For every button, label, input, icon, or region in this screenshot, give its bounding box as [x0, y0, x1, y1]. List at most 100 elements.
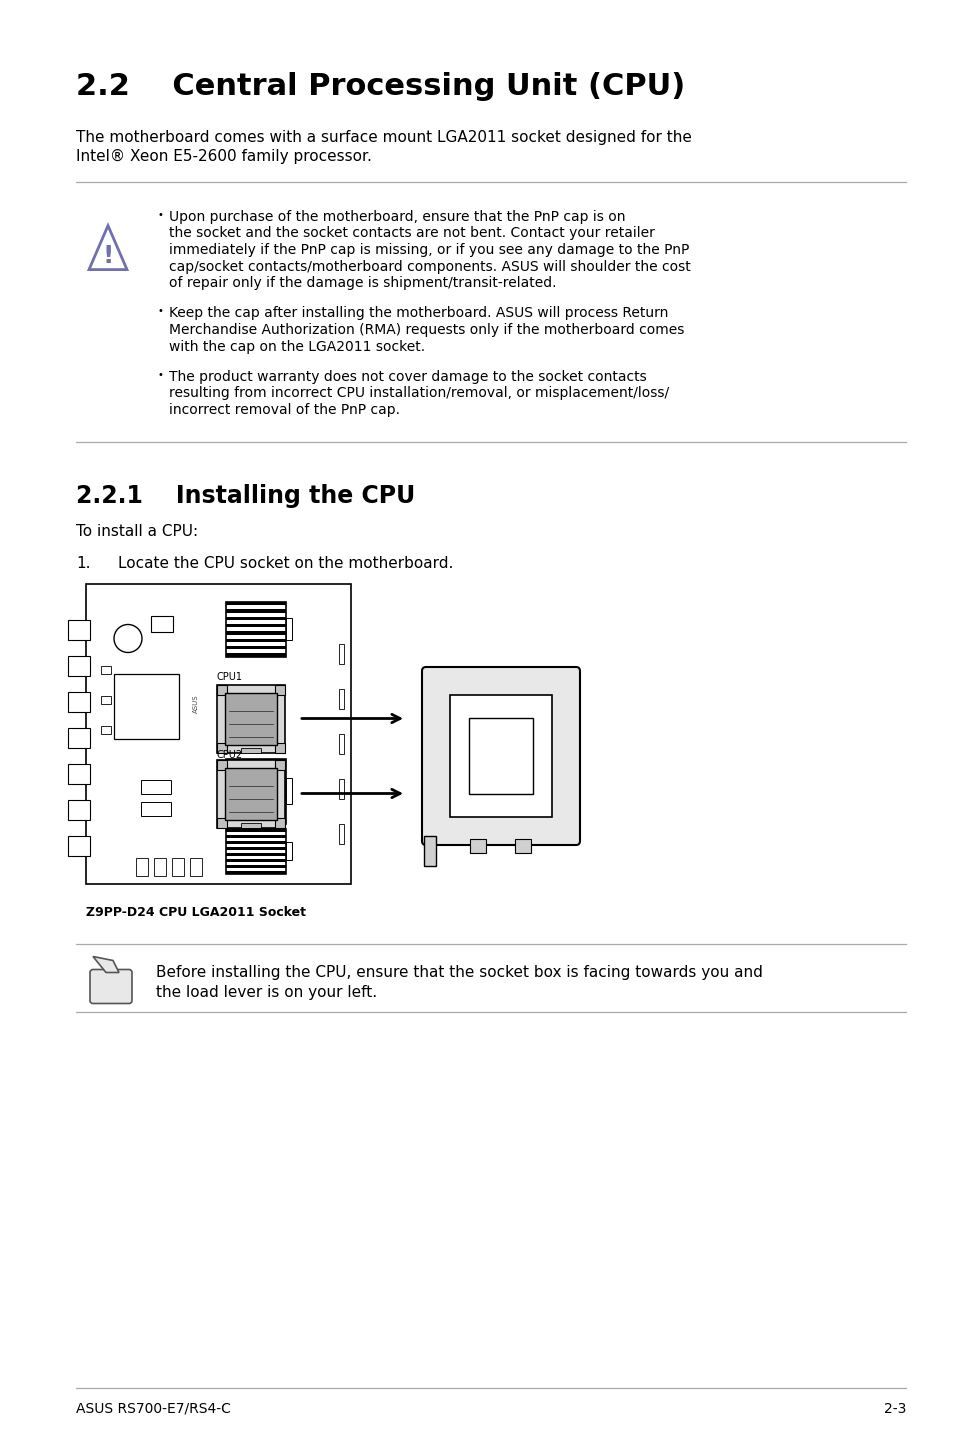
Text: Intel® Xeon E5-2600 family processor.: Intel® Xeon E5-2600 family processor.: [76, 150, 372, 164]
Bar: [68, 620, 90, 640]
Bar: [68, 728, 90, 748]
Bar: [226, 828, 286, 873]
Text: CPU1: CPU1: [216, 673, 243, 683]
Bar: [274, 742, 285, 752]
Bar: [225, 693, 276, 745]
Bar: [225, 768, 276, 820]
Circle shape: [471, 722, 482, 733]
Text: The product warranty does not cover damage to the socket contacts: The product warranty does not cover dama…: [169, 370, 646, 384]
Circle shape: [513, 772, 537, 797]
Bar: [226, 638, 286, 641]
Bar: [68, 835, 90, 856]
Bar: [226, 820, 286, 824]
Bar: [113, 673, 179, 739]
Bar: [226, 871, 286, 873]
Bar: [226, 858, 286, 861]
Bar: [226, 802, 286, 807]
Bar: [153, 857, 166, 876]
Bar: [101, 726, 111, 733]
Bar: [216, 759, 285, 827]
Bar: [226, 624, 286, 627]
Text: •: •: [158, 306, 164, 316]
Bar: [226, 835, 286, 837]
Bar: [226, 853, 286, 856]
Bar: [68, 656, 90, 676]
Polygon shape: [92, 956, 119, 972]
Bar: [515, 838, 531, 853]
Bar: [338, 689, 344, 709]
Text: •: •: [158, 370, 164, 380]
Bar: [226, 631, 286, 634]
Bar: [226, 794, 286, 798]
Bar: [338, 643, 344, 663]
Text: !: !: [102, 244, 113, 267]
Text: with the cap on the LGA2011 socket.: with the cap on the LGA2011 socket.: [169, 339, 425, 354]
Text: incorrect removal of the PnP cap.: incorrect removal of the PnP cap.: [169, 403, 399, 417]
Circle shape: [464, 772, 489, 797]
Bar: [470, 838, 486, 853]
Text: •: •: [158, 210, 164, 220]
Bar: [226, 777, 286, 781]
Text: Z9PP-D24 CPU LGA2011 Socket: Z9PP-D24 CPU LGA2011 Socket: [86, 906, 306, 919]
Bar: [216, 684, 285, 752]
Text: Before installing the CPU, ensure that the socket box is facing towards you and: Before installing the CPU, ensure that t…: [156, 965, 762, 981]
Text: cap/socket contacts/motherboard components. ASUS will shoulder the cost: cap/socket contacts/motherboard componen…: [169, 259, 690, 273]
Bar: [216, 759, 227, 769]
Bar: [190, 857, 202, 876]
Bar: [136, 857, 148, 876]
Circle shape: [513, 716, 537, 739]
Bar: [216, 684, 227, 695]
Bar: [241, 823, 261, 827]
Bar: [274, 684, 285, 695]
Bar: [226, 768, 286, 772]
Bar: [241, 748, 261, 752]
Text: CPU2: CPU2: [216, 749, 243, 759]
Bar: [226, 646, 286, 649]
Bar: [274, 759, 285, 769]
Text: To install a CPU:: To install a CPU:: [76, 523, 198, 538]
Bar: [101, 696, 111, 703]
Bar: [286, 843, 292, 860]
Bar: [226, 864, 286, 867]
Text: ASUS: ASUS: [193, 695, 199, 713]
Bar: [469, 718, 532, 794]
Text: the load lever is on your left.: the load lever is on your left.: [156, 985, 376, 1001]
Circle shape: [518, 778, 531, 791]
FancyBboxPatch shape: [421, 667, 579, 846]
Bar: [338, 778, 344, 798]
Bar: [423, 835, 436, 866]
Bar: [68, 800, 90, 820]
Text: of repair only if the damage is shipment/transit-related.: of repair only if the damage is shipment…: [169, 276, 556, 290]
Bar: [216, 817, 227, 827]
Circle shape: [471, 778, 482, 791]
Bar: [226, 601, 286, 657]
Bar: [226, 828, 286, 831]
Bar: [141, 801, 171, 815]
Text: ASUS RS700-E7/RS4-C: ASUS RS700-E7/RS4-C: [76, 1402, 231, 1416]
Bar: [226, 785, 286, 789]
Text: Upon purchase of the motherboard, ensure that the PnP cap is on: Upon purchase of the motherboard, ensure…: [169, 210, 625, 224]
Text: 2.2.1    Installing the CPU: 2.2.1 Installing the CPU: [76, 483, 415, 508]
Bar: [274, 817, 285, 827]
Bar: [141, 779, 171, 794]
Bar: [226, 610, 286, 613]
Text: the socket and the socket contacts are not bent. Contact your retailer: the socket and the socket contacts are n…: [169, 227, 654, 240]
Circle shape: [464, 716, 489, 739]
Bar: [68, 692, 90, 712]
Text: Keep the cap after installing the motherboard. ASUS will process Return: Keep the cap after installing the mother…: [169, 306, 668, 321]
Text: Locate the CPU socket on the motherboard.: Locate the CPU socket on the motherboard…: [118, 555, 453, 571]
Text: The motherboard comes with a surface mount LGA2011 socket designed for the: The motherboard comes with a surface mou…: [76, 129, 691, 145]
Bar: [338, 824, 344, 844]
Bar: [68, 764, 90, 784]
FancyBboxPatch shape: [90, 969, 132, 1004]
Text: Merchandise Authorization (RMA) requests only if the motherboard comes: Merchandise Authorization (RMA) requests…: [169, 324, 683, 336]
Bar: [286, 778, 292, 804]
Text: 1.: 1.: [76, 555, 91, 571]
Circle shape: [518, 722, 531, 733]
Bar: [86, 584, 351, 883]
Bar: [450, 695, 552, 817]
Bar: [216, 742, 227, 752]
Bar: [286, 618, 292, 640]
Bar: [226, 603, 286, 605]
Bar: [338, 733, 344, 754]
